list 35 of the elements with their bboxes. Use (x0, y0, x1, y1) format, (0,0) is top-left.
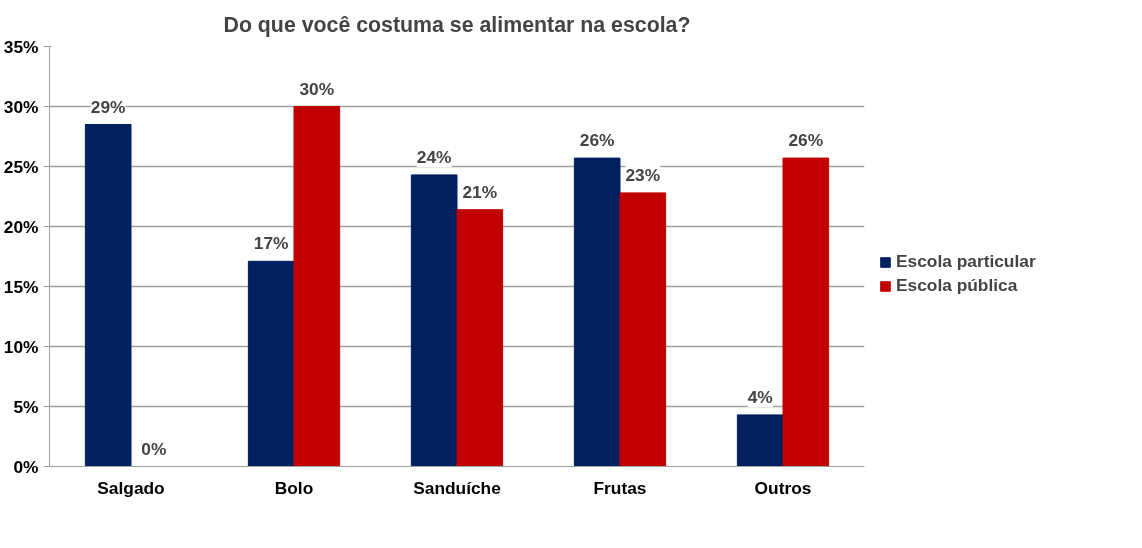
data-label: 30% (299, 78, 335, 99)
data-label: 17% (253, 233, 289, 254)
y-tick-label: 35% (3, 36, 39, 57)
y-tick-label: 15% (3, 276, 39, 297)
bar (736, 414, 784, 467)
x-tick-label: Salgado (97, 477, 165, 498)
chart-title: Do que você costuma se alimentar na escola? (223, 12, 691, 37)
y-tick-label: 0% (13, 456, 39, 477)
data-label: 4% (747, 386, 773, 407)
x-tick-label: Outros (754, 477, 812, 498)
x-tick-label: Frutas (593, 477, 647, 498)
legend-label: Escola particular (896, 251, 1036, 272)
y-tick-label: 10% (3, 336, 39, 357)
y-tick-label: 5% (13, 396, 39, 417)
data-label: 26% (788, 130, 824, 151)
data-label: 29% (90, 96, 126, 117)
data-label: 26% (579, 130, 615, 151)
data-label: 24% (416, 146, 452, 167)
x-tick-label: Bolo (274, 477, 314, 498)
bar (782, 157, 830, 467)
bar (619, 192, 667, 467)
legend-label: Escola pública (896, 275, 1018, 296)
y-tick-label: 25% (3, 156, 39, 177)
data-label: 0% (141, 438, 167, 459)
data-label: 23% (625, 164, 661, 185)
y-tick-label: 20% (3, 216, 39, 237)
bar (573, 157, 621, 467)
bar (84, 124, 132, 467)
bar (247, 260, 295, 467)
x-tick-label: Sanduíche (413, 477, 502, 498)
bar (410, 174, 458, 467)
bar (456, 209, 504, 467)
y-tick-label: 30% (3, 96, 39, 117)
bar (293, 106, 341, 467)
data-label: 21% (462, 181, 498, 202)
